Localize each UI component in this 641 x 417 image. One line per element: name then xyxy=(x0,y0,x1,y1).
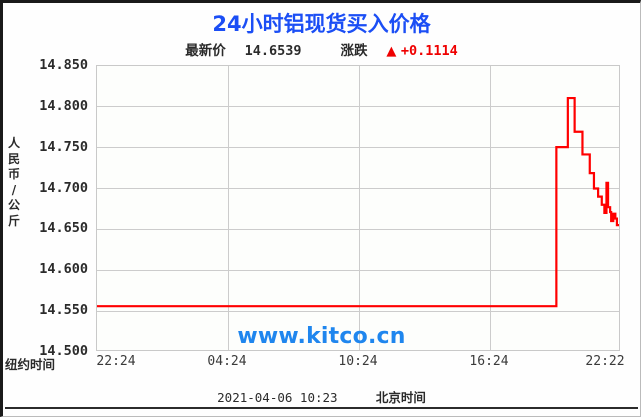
y-axis-tick-label: 14.700 xyxy=(39,179,88,196)
y-axis-unit-char-2: 币 xyxy=(7,167,20,181)
y-axis-unit-char-5: 斤 xyxy=(7,213,20,228)
change-label: 涨跌 xyxy=(340,43,368,59)
horizontal-gridline xyxy=(97,310,619,312)
y-axis-tick-label: 14.650 xyxy=(39,220,88,237)
horizontal-gridline xyxy=(97,106,619,108)
page-title: 24小时铝现货买入价格 xyxy=(212,12,431,36)
x-axis-tick-label: 04:24 xyxy=(207,354,247,369)
y-axis-unit-char-4: 公 xyxy=(7,198,20,212)
horizontal-gridline xyxy=(97,228,619,230)
y-axis-unit-char-1: 民 xyxy=(7,151,20,166)
latest-price-value: 14.6539 xyxy=(244,43,302,59)
y-axis-tick-label: 14.600 xyxy=(39,261,88,278)
footer: 2021-04-06 10:23 北京时间 xyxy=(3,387,640,406)
vertical-gridline xyxy=(358,66,360,350)
horizontal-gridline xyxy=(97,269,619,271)
latest-price-label: 最新价 xyxy=(185,43,226,59)
x-axis-tick-label: 10:24 xyxy=(338,354,378,369)
y-axis-unit-char-0: 人 xyxy=(7,136,20,150)
vertical-gridline xyxy=(227,66,229,350)
plot-area xyxy=(96,65,620,351)
quote-summary: 最新价 14.6539 涨跌 ▲ +0.1114 xyxy=(3,39,640,59)
footer-divider xyxy=(5,407,638,409)
x-axis-name-label: 纽约时间 xyxy=(5,357,56,372)
y-axis-tick-label: 14.500 xyxy=(39,343,88,359)
footer-timestamp: 2021-04-06 10:23 xyxy=(217,390,338,405)
y-axis-tick-label: 14.550 xyxy=(39,302,88,319)
y-axis-unit-label: 人民币 / 公斤 xyxy=(6,136,22,229)
horizontal-gridline xyxy=(97,188,619,190)
y-axis-tick-label: 14.850 xyxy=(39,57,88,73)
up-arrow-icon: ▲ xyxy=(386,44,397,59)
y-axis-unit-char-3: / xyxy=(11,182,17,197)
horizontal-gridline xyxy=(97,147,619,149)
x-axis-tick-label: 22:22 xyxy=(585,354,625,369)
y-axis-tick-label: 14.800 xyxy=(39,97,88,114)
footer-timezone: 北京时间 xyxy=(375,390,426,405)
x-axis-tick-label: 22:24 xyxy=(96,354,136,369)
vertical-gridline xyxy=(489,66,491,350)
change-value: +0.1114 xyxy=(400,43,458,59)
y-axis-tick-label: 14.750 xyxy=(39,138,88,155)
x-axis-tick-label: 16:24 xyxy=(469,354,509,369)
price-series xyxy=(97,66,619,350)
